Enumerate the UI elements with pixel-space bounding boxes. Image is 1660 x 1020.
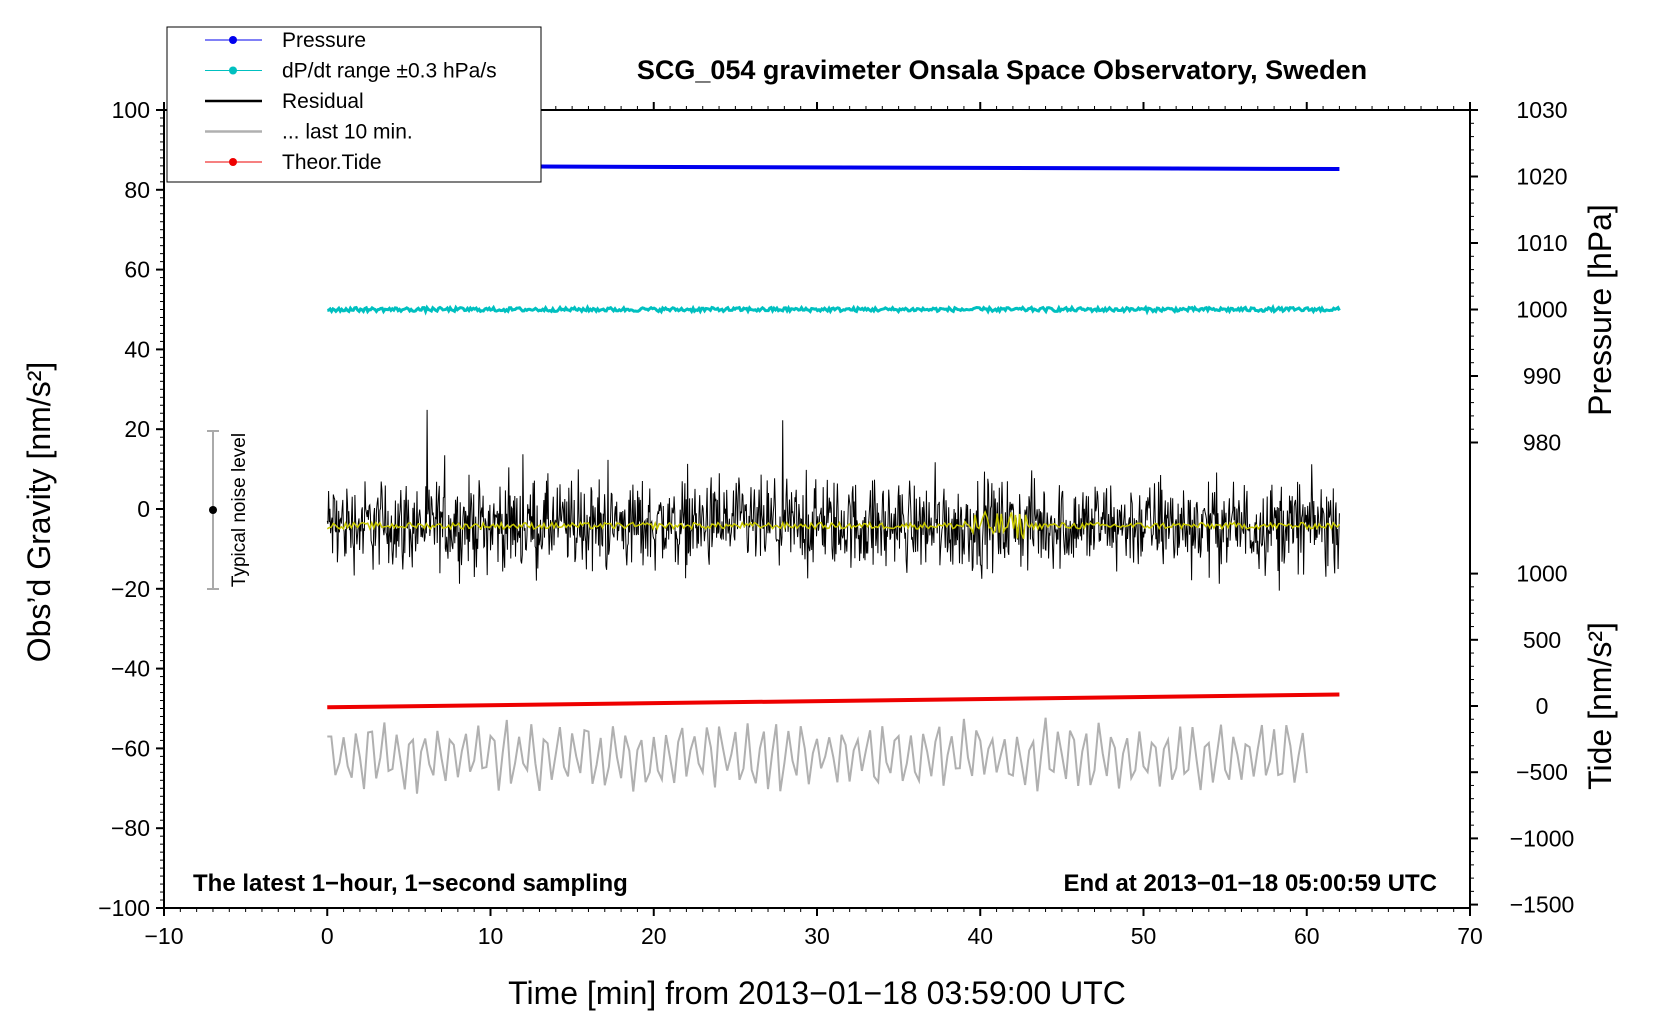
y-tick-label: 100 xyxy=(112,97,150,123)
legend-marker xyxy=(229,36,237,44)
legend-label: dP/dt range ±0.3 hPa/s xyxy=(282,60,497,83)
x-tick-label: 20 xyxy=(641,923,667,949)
legend: Pressure dP/dt range ±0.3 hPa/s Residual..… xyxy=(166,26,542,183)
y-tick-label: 60 xyxy=(124,257,150,283)
legend-last-10-min: ... last 10 min. xyxy=(205,121,413,144)
tide-tick-label: −1000 xyxy=(1510,825,1575,851)
noise-bar-center-dot xyxy=(209,506,217,514)
x-tick-label: 70 xyxy=(1457,923,1483,949)
pressure-tick-label: 1020 xyxy=(1516,164,1567,190)
x-tick-label: 10 xyxy=(478,923,504,949)
x-tick-label: 50 xyxy=(1131,923,1157,949)
legend-residual: Residual xyxy=(205,90,364,113)
pressure-tick-label: 1000 xyxy=(1516,297,1567,323)
noise-level-label: Typical noise level xyxy=(229,433,250,587)
legend-label: ... last 10 min. xyxy=(282,121,413,144)
y-tick-label: −60 xyxy=(111,735,150,761)
legend-label: Pressure xyxy=(282,29,366,52)
chart-title: SCG_054 gravimeter Onsala Space Observat… xyxy=(637,55,1367,85)
noise-level-indicator: Typical noise level xyxy=(207,430,250,590)
y-axis-title-left: Obs’d Gravity [nm/s²] xyxy=(21,362,57,663)
y-axis-title-tide: Tide [nm/s²] xyxy=(1582,622,1618,790)
x-tick-label: 0 xyxy=(321,923,334,949)
legend-box xyxy=(166,26,542,183)
x-tick-label: 40 xyxy=(967,923,993,949)
theor-tide-series xyxy=(327,692,1340,710)
last-10-min-series xyxy=(327,717,1308,794)
y-tick-label: 20 xyxy=(124,416,150,442)
residual-series xyxy=(326,409,1340,591)
y-tick-label: −100 xyxy=(98,895,150,921)
tide-tick-label: 1000 xyxy=(1516,561,1567,587)
tide-tick-label: −500 xyxy=(1516,759,1568,785)
legend-marker xyxy=(229,66,237,75)
plot-frame xyxy=(163,109,1471,909)
legend-dpdt: dP/dt range ±0.3 hPa/s xyxy=(205,60,497,83)
legend-pressure: Pressure xyxy=(205,29,366,52)
y-tick-label: −20 xyxy=(111,576,150,602)
tide-tick-label: 500 xyxy=(1523,627,1561,653)
y-tick-label: 40 xyxy=(124,336,150,362)
legend-label: Residual xyxy=(282,90,364,113)
pressure-tick-label: 1030 xyxy=(1516,97,1567,123)
tide-tick-label: 0 xyxy=(1536,693,1549,719)
dpdt-series xyxy=(327,303,1341,316)
tide-tick-label: −1500 xyxy=(1510,892,1575,918)
x-tick-label: 60 xyxy=(1294,923,1320,949)
pressure-tick-label: 1010 xyxy=(1516,230,1567,256)
pressure-tick-label: 990 xyxy=(1523,363,1561,389)
x-axis-title: Time [min] from 2013−01−18 03:59:00 UTC xyxy=(508,975,1126,1011)
legend-marker xyxy=(229,158,237,166)
x-tick-label: 30 xyxy=(804,923,830,949)
x-tick-label: −10 xyxy=(144,923,183,949)
y-tick-label: 0 xyxy=(137,496,150,522)
pressure-tick-label: 980 xyxy=(1523,430,1561,456)
end-time-annotation: End at 2013−01−18 05:00:59 UTC xyxy=(1063,870,1437,897)
legend-theor-tide: Theor.Tide xyxy=(205,151,382,174)
y-axis-title-pressure: Pressure [hPa] xyxy=(1582,204,1618,416)
y-tick-label: −80 xyxy=(111,815,150,841)
sampling-annotation: The latest 1−hour, 1−second sampling xyxy=(193,870,628,897)
series-layer xyxy=(326,163,1341,794)
legend-label: Theor.Tide xyxy=(282,151,382,174)
smoothed-residual-series xyxy=(326,509,1341,540)
y-tick-label: −40 xyxy=(111,656,150,682)
y-tick-label: 80 xyxy=(124,177,150,203)
